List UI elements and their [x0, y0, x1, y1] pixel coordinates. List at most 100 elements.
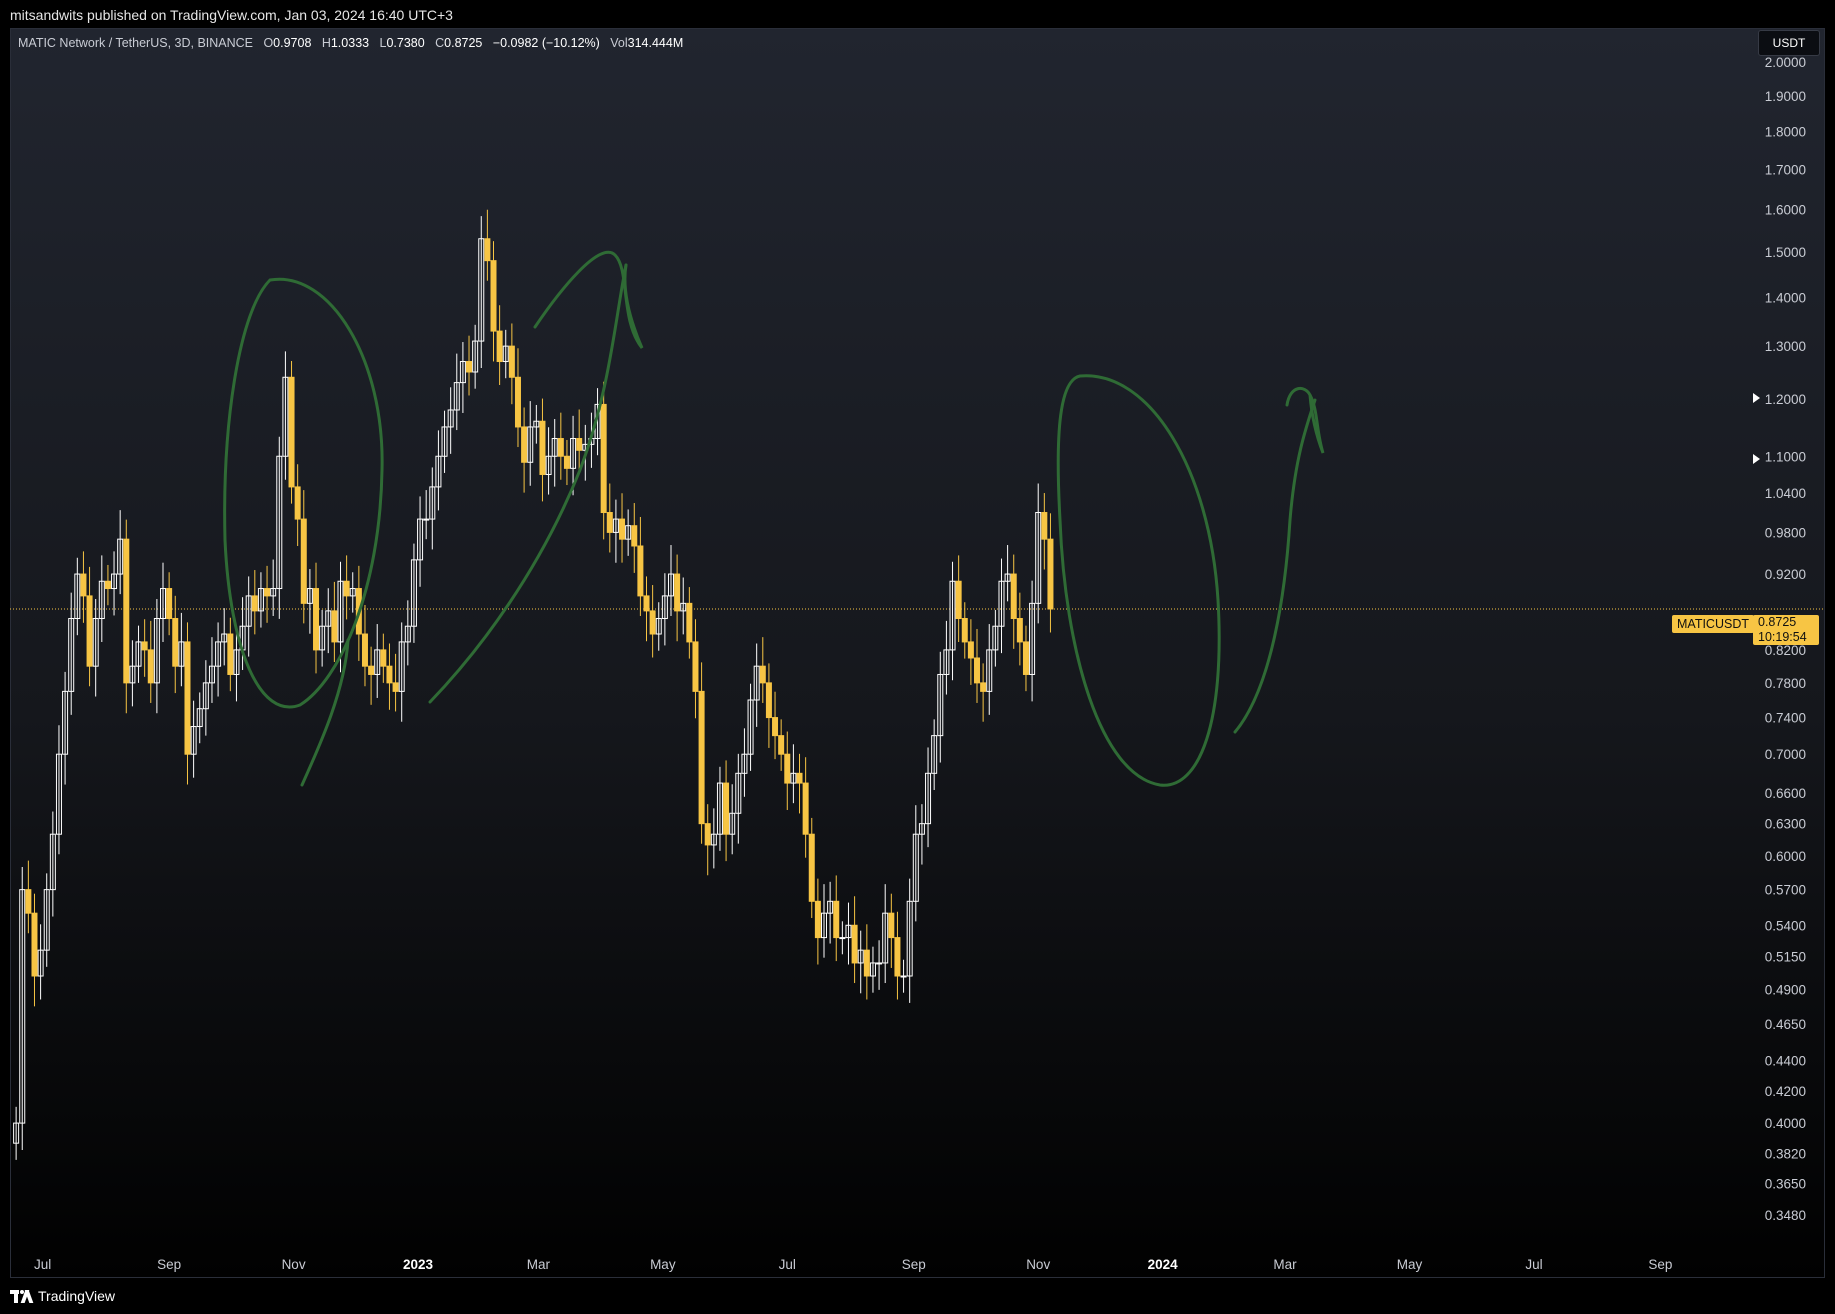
- y-tick-label: 1.5000: [1765, 245, 1806, 260]
- candle-body: [539, 420, 546, 475]
- candle-body: [1022, 641, 1029, 675]
- candle-body: [208, 665, 215, 684]
- candle-body: [863, 949, 870, 977]
- candle-body: [655, 618, 662, 635]
- chart-panel[interactable]: [10, 28, 1825, 1278]
- high-label: H: [321, 36, 331, 50]
- candle-body: [631, 525, 638, 547]
- candle-body: [221, 633, 228, 643]
- candle-body: [998, 580, 1005, 627]
- y-tick-label: 1.4000: [1765, 290, 1806, 305]
- x-tick-label: Mar: [527, 1257, 551, 1272]
- y-tick-label: 0.3480: [1765, 1208, 1806, 1223]
- y-tick-label: 0.9200: [1765, 567, 1806, 582]
- y-tick-label: 0.6600: [1765, 786, 1806, 801]
- candle-body: [808, 833, 815, 902]
- candle-body: [900, 975, 907, 978]
- candle-body: [551, 438, 558, 457]
- candle-body: [851, 924, 858, 964]
- candle-body: [306, 588, 313, 604]
- candle-body: [147, 649, 154, 684]
- candle-body: [1047, 538, 1054, 610]
- candle-body: [563, 455, 570, 469]
- bar-countdown: 10:19:54: [1758, 630, 1807, 644]
- candle-body: [178, 641, 185, 667]
- symbol-label[interactable]: MATIC Network / TetherUS, 3D, BINANCE: [18, 36, 254, 50]
- candle-body: [435, 455, 442, 488]
- candle-body: [251, 595, 258, 612]
- candle-body: [92, 618, 99, 667]
- candle-body: [453, 382, 460, 411]
- candle-body: [570, 438, 577, 469]
- candle-body: [869, 962, 876, 977]
- tradingview-logo-icon[interactable]: [10, 1289, 34, 1303]
- y-tick-label: 0.9800: [1765, 525, 1806, 540]
- drawing-arrow-3: [1233, 398, 1317, 734]
- x-tick-label: Sep: [1648, 1257, 1672, 1272]
- y-tick-label: 1.8000: [1765, 125, 1806, 140]
- candle-body: [276, 455, 283, 590]
- high-value: 1.0333: [330, 36, 370, 50]
- candle-body: [13, 1122, 20, 1144]
- candle-body: [233, 649, 240, 675]
- candle-body: [949, 580, 956, 651]
- candle-body: [827, 900, 834, 914]
- x-tick-label: Mar: [1273, 1257, 1297, 1272]
- candle-body: [753, 665, 760, 701]
- candle-body: [521, 426, 528, 463]
- candle-body: [906, 900, 913, 977]
- y-tick-label: 1.7000: [1765, 162, 1806, 177]
- candle-body: [190, 726, 197, 755]
- candle-body: [331, 610, 338, 643]
- arrow-marker-icon: [1753, 454, 1760, 464]
- candle-body: [166, 588, 173, 620]
- candle-body: [508, 345, 515, 378]
- candle-body: [49, 833, 56, 891]
- candle-body: [619, 518, 626, 540]
- low-label: L: [379, 36, 387, 50]
- volume-value: 314.444M: [627, 36, 684, 50]
- drawing-curve-2: [428, 263, 628, 704]
- candle-body: [888, 912, 895, 939]
- change-value: −0.0982 (−10.12%): [492, 36, 600, 50]
- candle-body: [674, 573, 681, 612]
- candle-body: [398, 641, 405, 692]
- candle-body: [98, 580, 105, 620]
- candle-body: [153, 618, 160, 684]
- candle-body: [937, 673, 944, 737]
- drawing-circle-1: [223, 277, 384, 709]
- candle-body: [490, 260, 497, 332]
- candle-body: [557, 438, 564, 457]
- candle-body: [820, 912, 827, 939]
- y-tick-label: 0.6300: [1765, 817, 1806, 832]
- candle-body: [741, 753, 748, 774]
- candle-body: [686, 602, 693, 643]
- currency-button[interactable]: USDT: [1758, 30, 1820, 56]
- open-value: 0.9708: [273, 36, 312, 50]
- candle-body: [429, 486, 436, 520]
- candle-body: [104, 580, 111, 590]
- candle-body: [925, 772, 932, 825]
- candle-body: [368, 665, 375, 675]
- candle-body: [502, 345, 509, 363]
- brand-name[interactable]: TradingView: [38, 1288, 116, 1304]
- x-tick-label: Nov: [282, 1257, 306, 1272]
- y-tick-label: 0.5400: [1765, 918, 1806, 933]
- candle-body: [839, 937, 846, 940]
- candle-body: [404, 625, 411, 643]
- candle-body: [325, 610, 332, 627]
- x-tick-label: Jul: [1525, 1257, 1542, 1272]
- x-tick-label: Jul: [779, 1257, 796, 1272]
- y-tick-label: 1.0400: [1765, 486, 1806, 501]
- candle-body: [814, 900, 821, 939]
- candle-body: [25, 889, 32, 914]
- candle-body: [264, 588, 271, 597]
- candle-body: [980, 682, 987, 692]
- y-tick-label: 1.6000: [1765, 202, 1806, 217]
- x-axis: Jul Sep Nov 2023 Mar May Jul Sep Nov 2024 Mar May Ju…: [34, 1257, 1672, 1272]
- candle-body: [704, 823, 711, 846]
- candle-body: [313, 588, 320, 651]
- drawing-layer: [223, 251, 1325, 787]
- candle-body: [184, 641, 191, 755]
